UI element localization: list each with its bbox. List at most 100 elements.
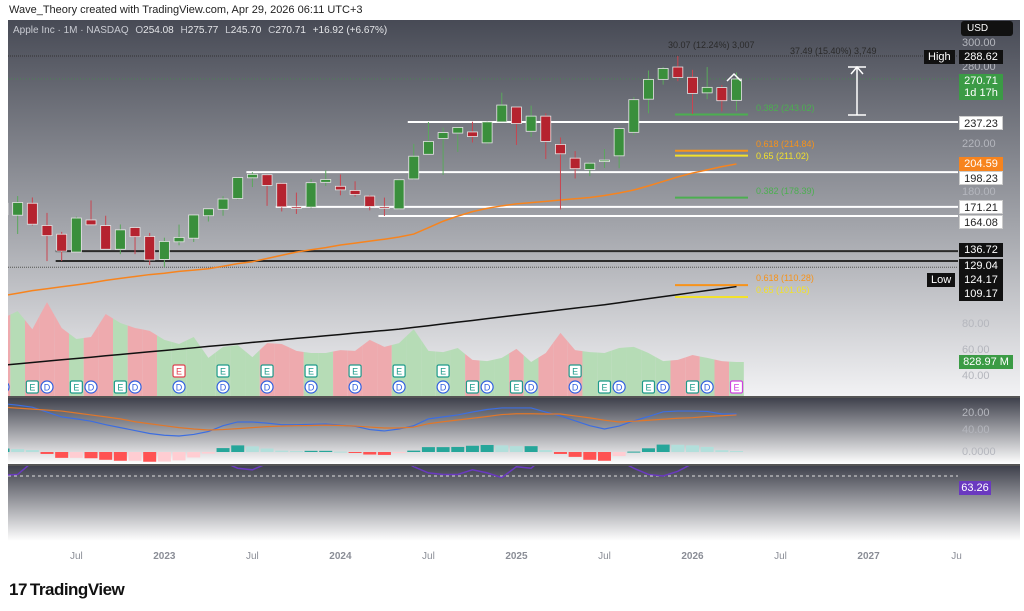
dividend-icon [8, 382, 10, 392]
symbol-legend[interactable]: Apple Inc · 1M · NASDAQ O254.08 H275.77 … [13, 25, 391, 36]
earnings-icon-letter: E [689, 383, 695, 393]
dividend-icon [216, 380, 230, 394]
candle [423, 122, 434, 155]
macd-histogram-bar [597, 452, 611, 461]
dividend-icon-letter: D [660, 383, 667, 393]
candle-body [716, 87, 728, 102]
macd-histogram-bar [495, 445, 509, 452]
volume-bar [333, 350, 348, 396]
volume-bar [54, 315, 70, 396]
candle [261, 174, 273, 206]
ma-orange-line [8, 163, 737, 296]
dividend-icon [128, 380, 142, 394]
earnings-icon [25, 380, 39, 394]
earnings-icon-letter: E [513, 383, 519, 393]
earnings-miss-icon [172, 364, 186, 378]
candle-body [452, 127, 464, 134]
price-tick: 60.00 [962, 343, 990, 356]
high-tag: High [924, 50, 955, 64]
volume-bar [670, 357, 686, 396]
dividend-icon-letter: D [396, 383, 403, 393]
candle [408, 143, 420, 180]
macd-histogram-bar [539, 450, 553, 452]
price-tick: 300.00 [962, 37, 996, 49]
volume-bar [69, 333, 84, 396]
earnings-icon [641, 380, 656, 394]
candle [496, 92, 508, 123]
candle [584, 161, 596, 177]
macd-histogram-bar [8, 448, 10, 452]
dividend-icon-letter: D [88, 383, 95, 393]
earnings-icon-letter: E [264, 367, 270, 377]
macd-histogram-bar [715, 450, 729, 452]
tradingview-logo[interactable]: 17 TradingView [9, 580, 125, 600]
candle-body [379, 206, 390, 209]
candle-body [276, 182, 288, 208]
volume-bar [494, 353, 510, 396]
time-axis[interactable] [8, 541, 1020, 567]
candle [628, 97, 640, 136]
candle-body [687, 76, 698, 94]
macd-histogram-bar [84, 452, 98, 459]
candle-body [217, 198, 229, 210]
dividend-icon-letter: D [572, 383, 579, 393]
candle-body [657, 68, 669, 80]
dividend-icon [40, 380, 54, 394]
candle-body [56, 233, 68, 252]
candle-body [467, 131, 478, 137]
time-axis-label: Jul [598, 551, 611, 562]
candle-body [158, 241, 170, 260]
candle [569, 151, 581, 179]
high-number: 275.77 [187, 25, 219, 36]
macd-histogram-bar [25, 450, 39, 452]
macd-histogram-bar [11, 449, 25, 452]
ma-black-badge: 109.17 [959, 287, 1003, 301]
earnings-miss-icon-letter: E [176, 367, 182, 377]
candle [701, 67, 713, 100]
time-axis-label: 2026 [681, 551, 704, 562]
level-badge: 237.23 [959, 116, 1003, 130]
volume-bar [406, 329, 422, 396]
candle-body [364, 195, 376, 207]
volume-bar [157, 335, 172, 396]
rsi-layer [8, 466, 958, 479]
candle-body [114, 229, 126, 250]
time-axis-label: 2027 [857, 551, 880, 562]
candle-body [70, 217, 82, 253]
candle-body [731, 78, 742, 101]
level-badge: 136.72 [959, 243, 1003, 257]
time-axis-label: Ju [951, 551, 962, 562]
level-badge: 171.21 [959, 200, 1003, 214]
last-price-badge: 270.71 1d 17h [959, 74, 1003, 100]
candle [232, 176, 244, 200]
candle-body [144, 236, 156, 261]
candle [100, 215, 112, 250]
fib-level-label: 0.618 (110.28) [756, 273, 814, 284]
volume-bar [274, 343, 290, 396]
dividend-icon [656, 380, 670, 394]
dividend-icon [172, 380, 186, 394]
candle [613, 126, 625, 169]
volume-bar [553, 332, 568, 396]
arrow-up-icon [726, 72, 742, 82]
candle [12, 196, 24, 234]
earnings-icon [465, 380, 480, 394]
macd-histogram-bar [451, 446, 465, 452]
volume-bar [186, 336, 202, 396]
bar-countdown: 1d 17h [964, 87, 998, 99]
arrow-up-icon [850, 65, 864, 75]
dividend-icon [612, 380, 626, 394]
candle [687, 69, 698, 115]
macd-histogram-bar [730, 451, 743, 453]
candle [85, 200, 97, 226]
currency-button[interactable]: USD [961, 21, 1013, 36]
macd-histogram-bar [216, 448, 230, 452]
macd-line [8, 403, 737, 437]
volume-bar [142, 329, 158, 396]
candle [379, 197, 390, 216]
dividend-icon-letter: D [132, 383, 139, 393]
candle [599, 149, 610, 168]
logo-text: TradingView [29, 580, 125, 599]
macd-histogram-bar [231, 445, 245, 452]
